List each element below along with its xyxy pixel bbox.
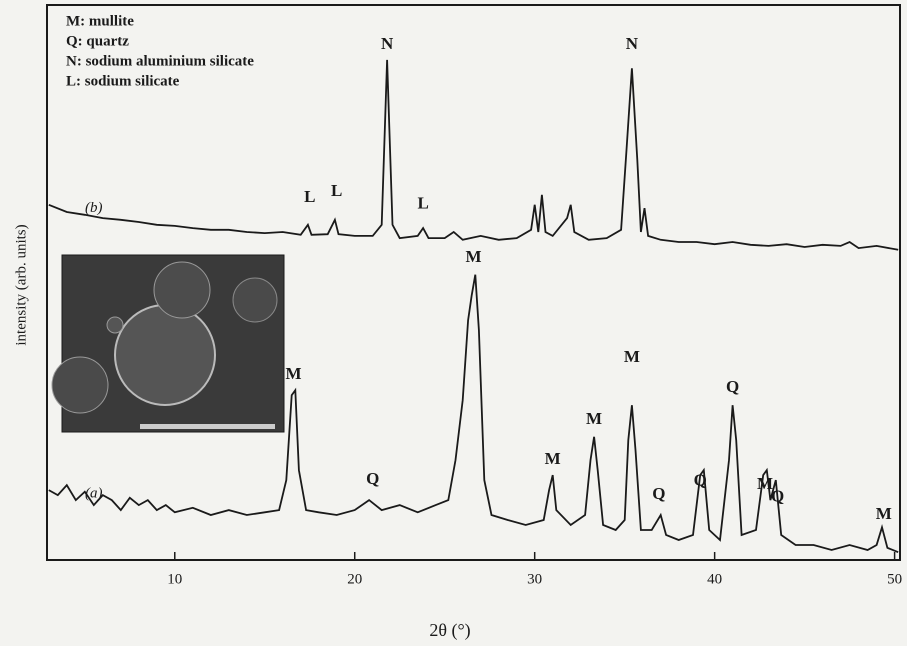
key-entry: L: sodium silicate [66, 73, 180, 89]
peak-label: M [757, 474, 773, 493]
sem-inset [51, 254, 285, 433]
peak-label: M [545, 449, 561, 468]
x-tick-label: 10 [167, 571, 182, 587]
key-entry: M: mullite [66, 13, 134, 29]
peak-label: Q [652, 484, 665, 503]
y-axis-label: intensity (arb. units) [13, 224, 29, 345]
peak-label: M [586, 409, 602, 428]
peak-label: M [876, 504, 892, 523]
x-tick-label: 30 [527, 571, 542, 587]
plot-frame [46, 4, 901, 561]
pattern-line [48, 59, 899, 251]
peak-label: N [626, 34, 639, 53]
peak-label: M [286, 364, 302, 383]
x-axis-label: 2θ (°) [429, 620, 470, 641]
peak-label: L [304, 187, 315, 206]
peak-label: M [465, 247, 481, 266]
x-tick-label: 20 [347, 571, 362, 587]
peak-label: Q [726, 377, 739, 396]
key-entry: Q: quartz [66, 33, 129, 49]
series-label: (a) [85, 486, 103, 502]
peak-label: Q [771, 487, 784, 506]
peak-label: Q [366, 469, 379, 488]
peak-label: M [624, 347, 640, 366]
key-entry: N: sodium aluminium silicate [66, 53, 254, 69]
peak-label: L [331, 181, 342, 200]
peak-label: N [381, 34, 394, 53]
x-tick-label: 40 [707, 571, 722, 587]
pattern-line [48, 274, 899, 554]
x-tick-label: 50 [887, 571, 902, 587]
series-label: (b) [85, 200, 103, 216]
peak-label: L [417, 194, 428, 213]
peak-label: Q [694, 471, 707, 490]
